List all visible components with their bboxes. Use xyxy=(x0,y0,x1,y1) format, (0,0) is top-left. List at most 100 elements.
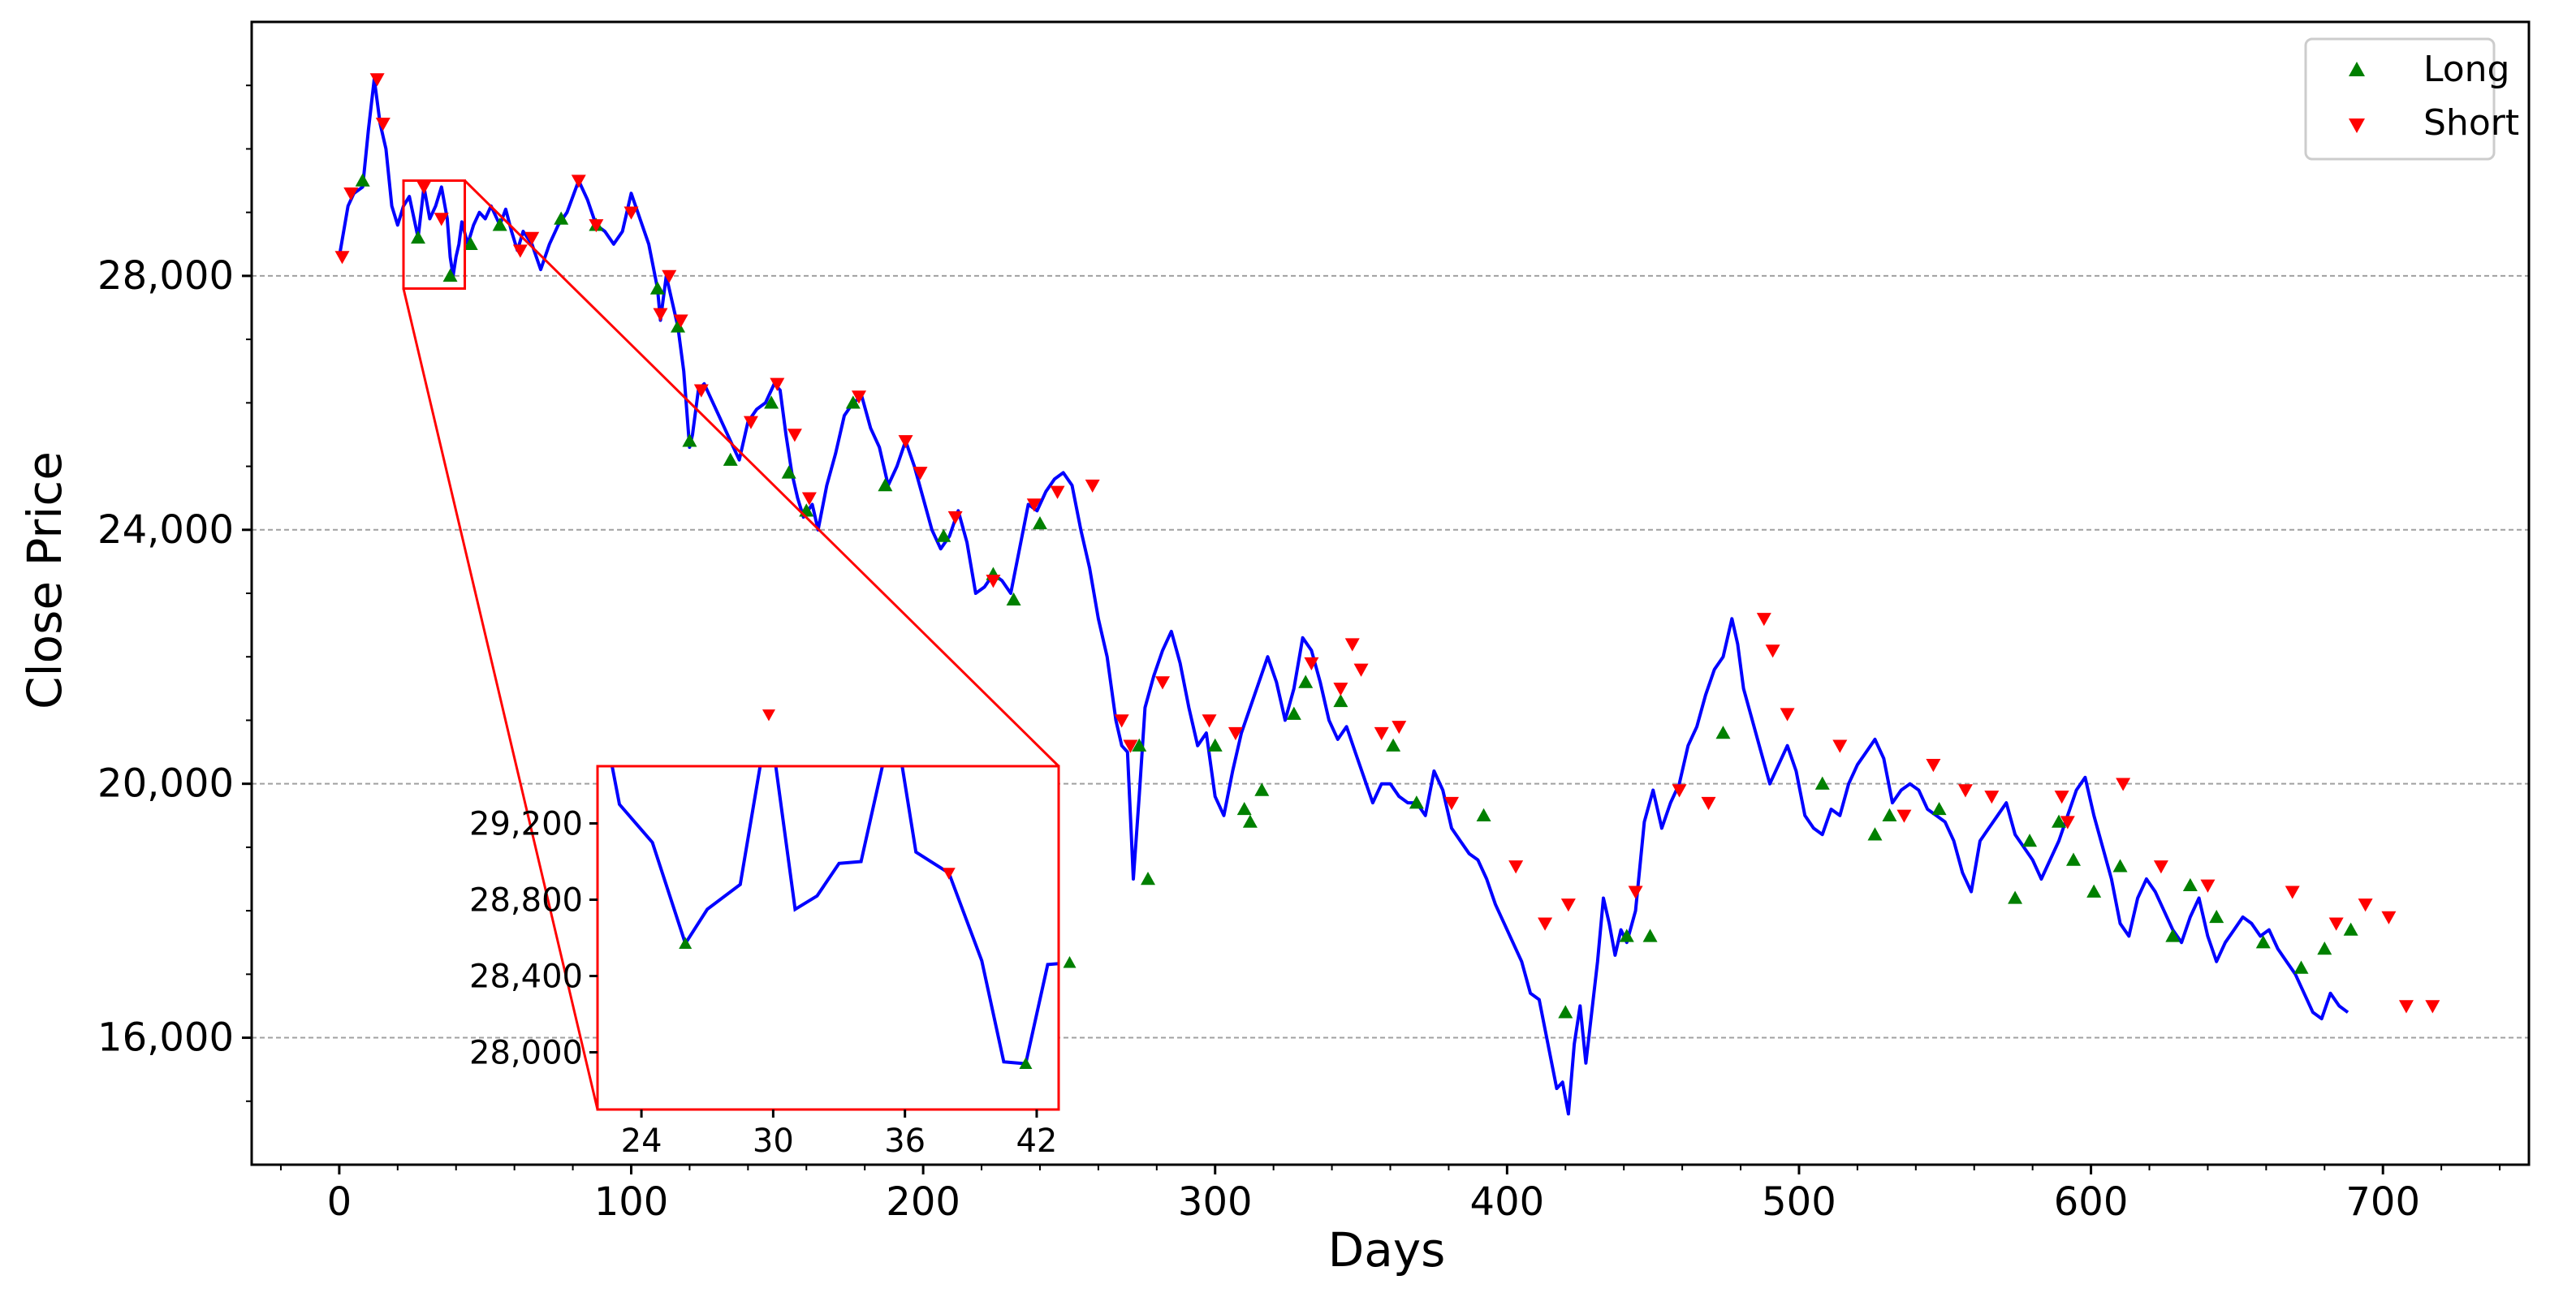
long-marker xyxy=(2112,859,2128,873)
short-marker xyxy=(624,206,639,220)
inset-x-ticks: 24 30 36 42 xyxy=(621,1110,1057,1160)
y-axis-ticks: 16,000 20,000 24,000 28,000 xyxy=(97,84,252,1102)
long-marker xyxy=(554,211,569,225)
short-marker xyxy=(1050,485,1065,499)
inset-y-ticks: 28,000 28,400 28,800 29,200 xyxy=(469,806,598,1072)
x-tick-label: 200 xyxy=(886,1179,960,1225)
short-marker xyxy=(369,73,385,87)
long-marker xyxy=(1409,795,1424,809)
close-price-line xyxy=(337,77,2349,1116)
plot-frame xyxy=(250,20,2531,1166)
inset-frame xyxy=(596,765,1060,1111)
x-tick-label: 500 xyxy=(1762,1179,1836,1225)
long-marker xyxy=(1642,929,1658,942)
short-marker xyxy=(1832,739,1848,753)
short-marker xyxy=(571,175,586,188)
long-marker xyxy=(2293,960,2309,974)
long-marker xyxy=(649,281,665,295)
short-marker xyxy=(653,308,668,321)
inset-short-marker xyxy=(942,868,956,880)
long-marker xyxy=(2255,935,2271,949)
short-marker xyxy=(1228,726,1243,741)
long-marker xyxy=(2165,929,2181,942)
short-marker xyxy=(1957,784,1973,798)
inset-short-marker xyxy=(762,709,775,722)
short-marker xyxy=(524,231,540,245)
short-marker xyxy=(1123,739,1138,753)
long-marker xyxy=(410,230,425,244)
inset-long-marker xyxy=(1019,1057,1033,1069)
long-marker xyxy=(1333,693,1348,708)
short-marker xyxy=(1672,784,1687,798)
short-marker xyxy=(1765,644,1780,658)
long-marker xyxy=(1132,738,1147,752)
long-marker xyxy=(492,218,507,231)
short-marker xyxy=(1560,898,1576,912)
short-marker xyxy=(1333,683,1348,696)
short-marker xyxy=(1114,714,1129,728)
long-marker xyxy=(2022,834,2038,847)
short-marker xyxy=(1085,479,1100,493)
inset-y-tick-label: 28,400 xyxy=(469,959,583,996)
y-tick-label: 20,000 xyxy=(97,761,234,807)
short-marker xyxy=(673,314,688,328)
short-marker xyxy=(913,467,928,480)
long-marker xyxy=(2317,942,2332,955)
long-marker xyxy=(1558,1005,1573,1019)
inset-x-tick-label: 30 xyxy=(753,1122,794,1160)
long-marker xyxy=(463,236,478,250)
long-marker xyxy=(1032,515,1047,530)
short-marker xyxy=(1984,791,2000,804)
short-marker xyxy=(1780,708,1795,722)
x-tick-label: 0 xyxy=(327,1179,352,1225)
long-marker xyxy=(1386,738,1401,752)
long-marker xyxy=(845,395,861,409)
short-marker xyxy=(2328,917,2344,931)
inset-y-tick-label: 28,800 xyxy=(469,882,583,920)
long-markers xyxy=(355,173,2358,1019)
x-tick-label: 400 xyxy=(1470,1179,1545,1225)
short-marker xyxy=(743,416,758,429)
short-marker xyxy=(512,244,528,258)
long-marker xyxy=(1476,808,1491,821)
short-marker xyxy=(1155,676,1170,690)
legend-short-label: Short xyxy=(2423,102,2519,144)
long-marker xyxy=(355,173,370,187)
inset-long-marker xyxy=(1063,956,1077,968)
inset-y-tick-label: 28,000 xyxy=(469,1035,583,1072)
short-marker xyxy=(2153,860,2168,874)
long-marker xyxy=(2066,852,2081,866)
short-marker xyxy=(1508,860,1524,874)
x-tick-label: 700 xyxy=(2345,1179,2420,1225)
short-marker xyxy=(375,117,390,131)
short-marker xyxy=(1026,498,1042,512)
long-marker xyxy=(2008,890,2023,904)
short-marker xyxy=(787,429,802,442)
long-marker xyxy=(2052,814,2067,828)
short-marker xyxy=(434,213,449,226)
long-marker xyxy=(1006,592,1021,606)
long-marker xyxy=(1141,872,1156,885)
inset-long-markers xyxy=(679,937,1077,1069)
inset-x-tick-label: 24 xyxy=(621,1122,662,1160)
inset-x-tick-label: 42 xyxy=(1016,1122,1057,1160)
short-marker xyxy=(1202,714,1217,728)
long-marker xyxy=(1236,801,1252,816)
y-axis-label: Close Price xyxy=(17,451,72,709)
long-marker xyxy=(1286,706,1301,720)
legend-short-marker xyxy=(2349,118,2365,133)
x-axis-ticks: 0 100 200 300 400 500 600 700 xyxy=(279,1165,2501,1225)
long-marker xyxy=(682,433,697,447)
zoom-indicator xyxy=(402,179,1060,1110)
short-marker xyxy=(1353,663,1369,677)
inset-long-marker xyxy=(679,937,693,949)
long-marker xyxy=(1867,827,1883,841)
short-marker xyxy=(2116,778,2131,791)
short-marker xyxy=(2398,1000,2414,1014)
x-tick-label: 600 xyxy=(2054,1179,2129,1225)
inset-close-price-line xyxy=(610,766,1059,1066)
long-marker xyxy=(2182,877,2198,892)
long-marker xyxy=(2343,922,2358,936)
main-plot: 0 100 200 300 400 500 600 700 16,000 20,000 24,00… xyxy=(17,20,2531,1278)
short-marker xyxy=(801,492,817,506)
